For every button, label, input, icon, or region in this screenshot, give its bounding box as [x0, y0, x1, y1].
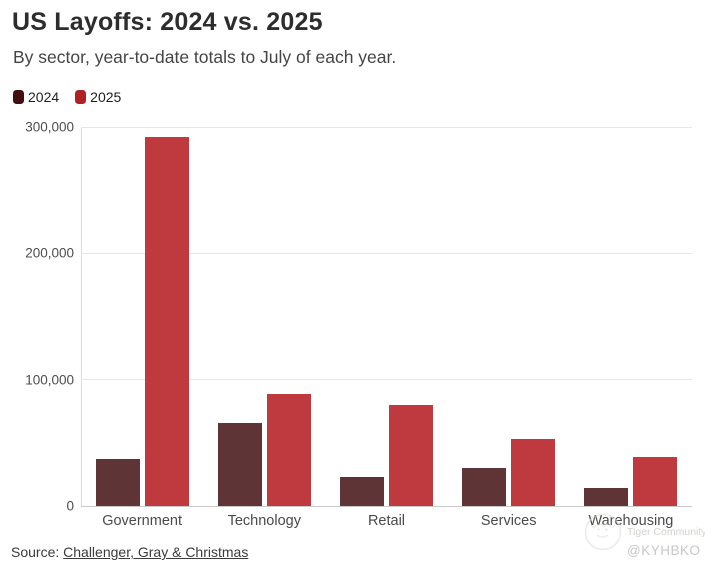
- y-axis-labels: 0 100,000 200,000 300,000: [0, 120, 74, 514]
- x-axis-label-technology: Technology: [227, 513, 301, 529]
- watermark-handle: @KYHBKO: [627, 543, 701, 558]
- bar-group-government: [81, 127, 203, 506]
- legend-swatch-2025: [75, 90, 87, 104]
- gridline-300000: [81, 126, 692, 128]
- bar-2024-services: [462, 468, 507, 506]
- bar-2024-warehousing: [584, 488, 629, 506]
- watermark-community: Tiger Community: [627, 526, 705, 538]
- legend-label-2025: 2025: [90, 89, 122, 105]
- y-tick-label: 100,000: [25, 372, 74, 388]
- legend-item-2025: 2025: [75, 89, 121, 105]
- gridline-200000: [81, 252, 692, 254]
- bar-group-retail: [325, 127, 447, 506]
- bar-2024-technology: [217, 422, 262, 506]
- legend: 2024 2025: [13, 89, 121, 105]
- plot-area: Government Technology Retail Services Wareho…: [81, 126, 692, 529]
- source-link[interactable]: Challenger, Gray & Christmas: [63, 544, 249, 560]
- source-line: Source: Challenger, Gray & Christmas: [11, 544, 248, 560]
- bar-group-technology: [203, 127, 325, 506]
- bar-2025-warehousing: [633, 456, 678, 506]
- gridline-100000: [81, 379, 692, 381]
- bar-2025-government: [144, 137, 189, 506]
- gridline-0: [81, 505, 692, 507]
- bar-2025-services: [511, 439, 556, 506]
- bar-group-warehousing: [570, 127, 692, 506]
- chart-subtitle: By sector, year-to-date totals to July o…: [13, 47, 397, 67]
- bar-2024-government: [95, 459, 140, 506]
- y-tick-label: 300,000: [25, 119, 74, 135]
- bar-2024-retail: [339, 476, 384, 506]
- bar-group-services: [448, 127, 570, 506]
- source-prefix: Source:: [11, 544, 60, 560]
- x-axis-label-services: Services: [480, 513, 537, 529]
- y-tick-label: 200,000: [25, 245, 74, 261]
- y-tick-label: 0: [66, 498, 74, 514]
- legend-item-2024: 2024: [13, 89, 59, 105]
- bar-2025-retail: [388, 404, 433, 506]
- bar-2025-technology: [266, 393, 311, 506]
- tiger-community-logo: [584, 513, 622, 551]
- y-axis-line: [81, 127, 82, 506]
- legend-label-2024: 2024: [28, 89, 60, 105]
- x-axis-label-retail: Retail: [367, 513, 406, 529]
- chart-title: US Layoffs: 2024 vs. 2025: [12, 8, 323, 36]
- legend-swatch-2024: [13, 90, 24, 104]
- watermark: Tiger Community @KYHBKO: [583, 510, 705, 562]
- x-axis-label-government: Government: [102, 513, 182, 529]
